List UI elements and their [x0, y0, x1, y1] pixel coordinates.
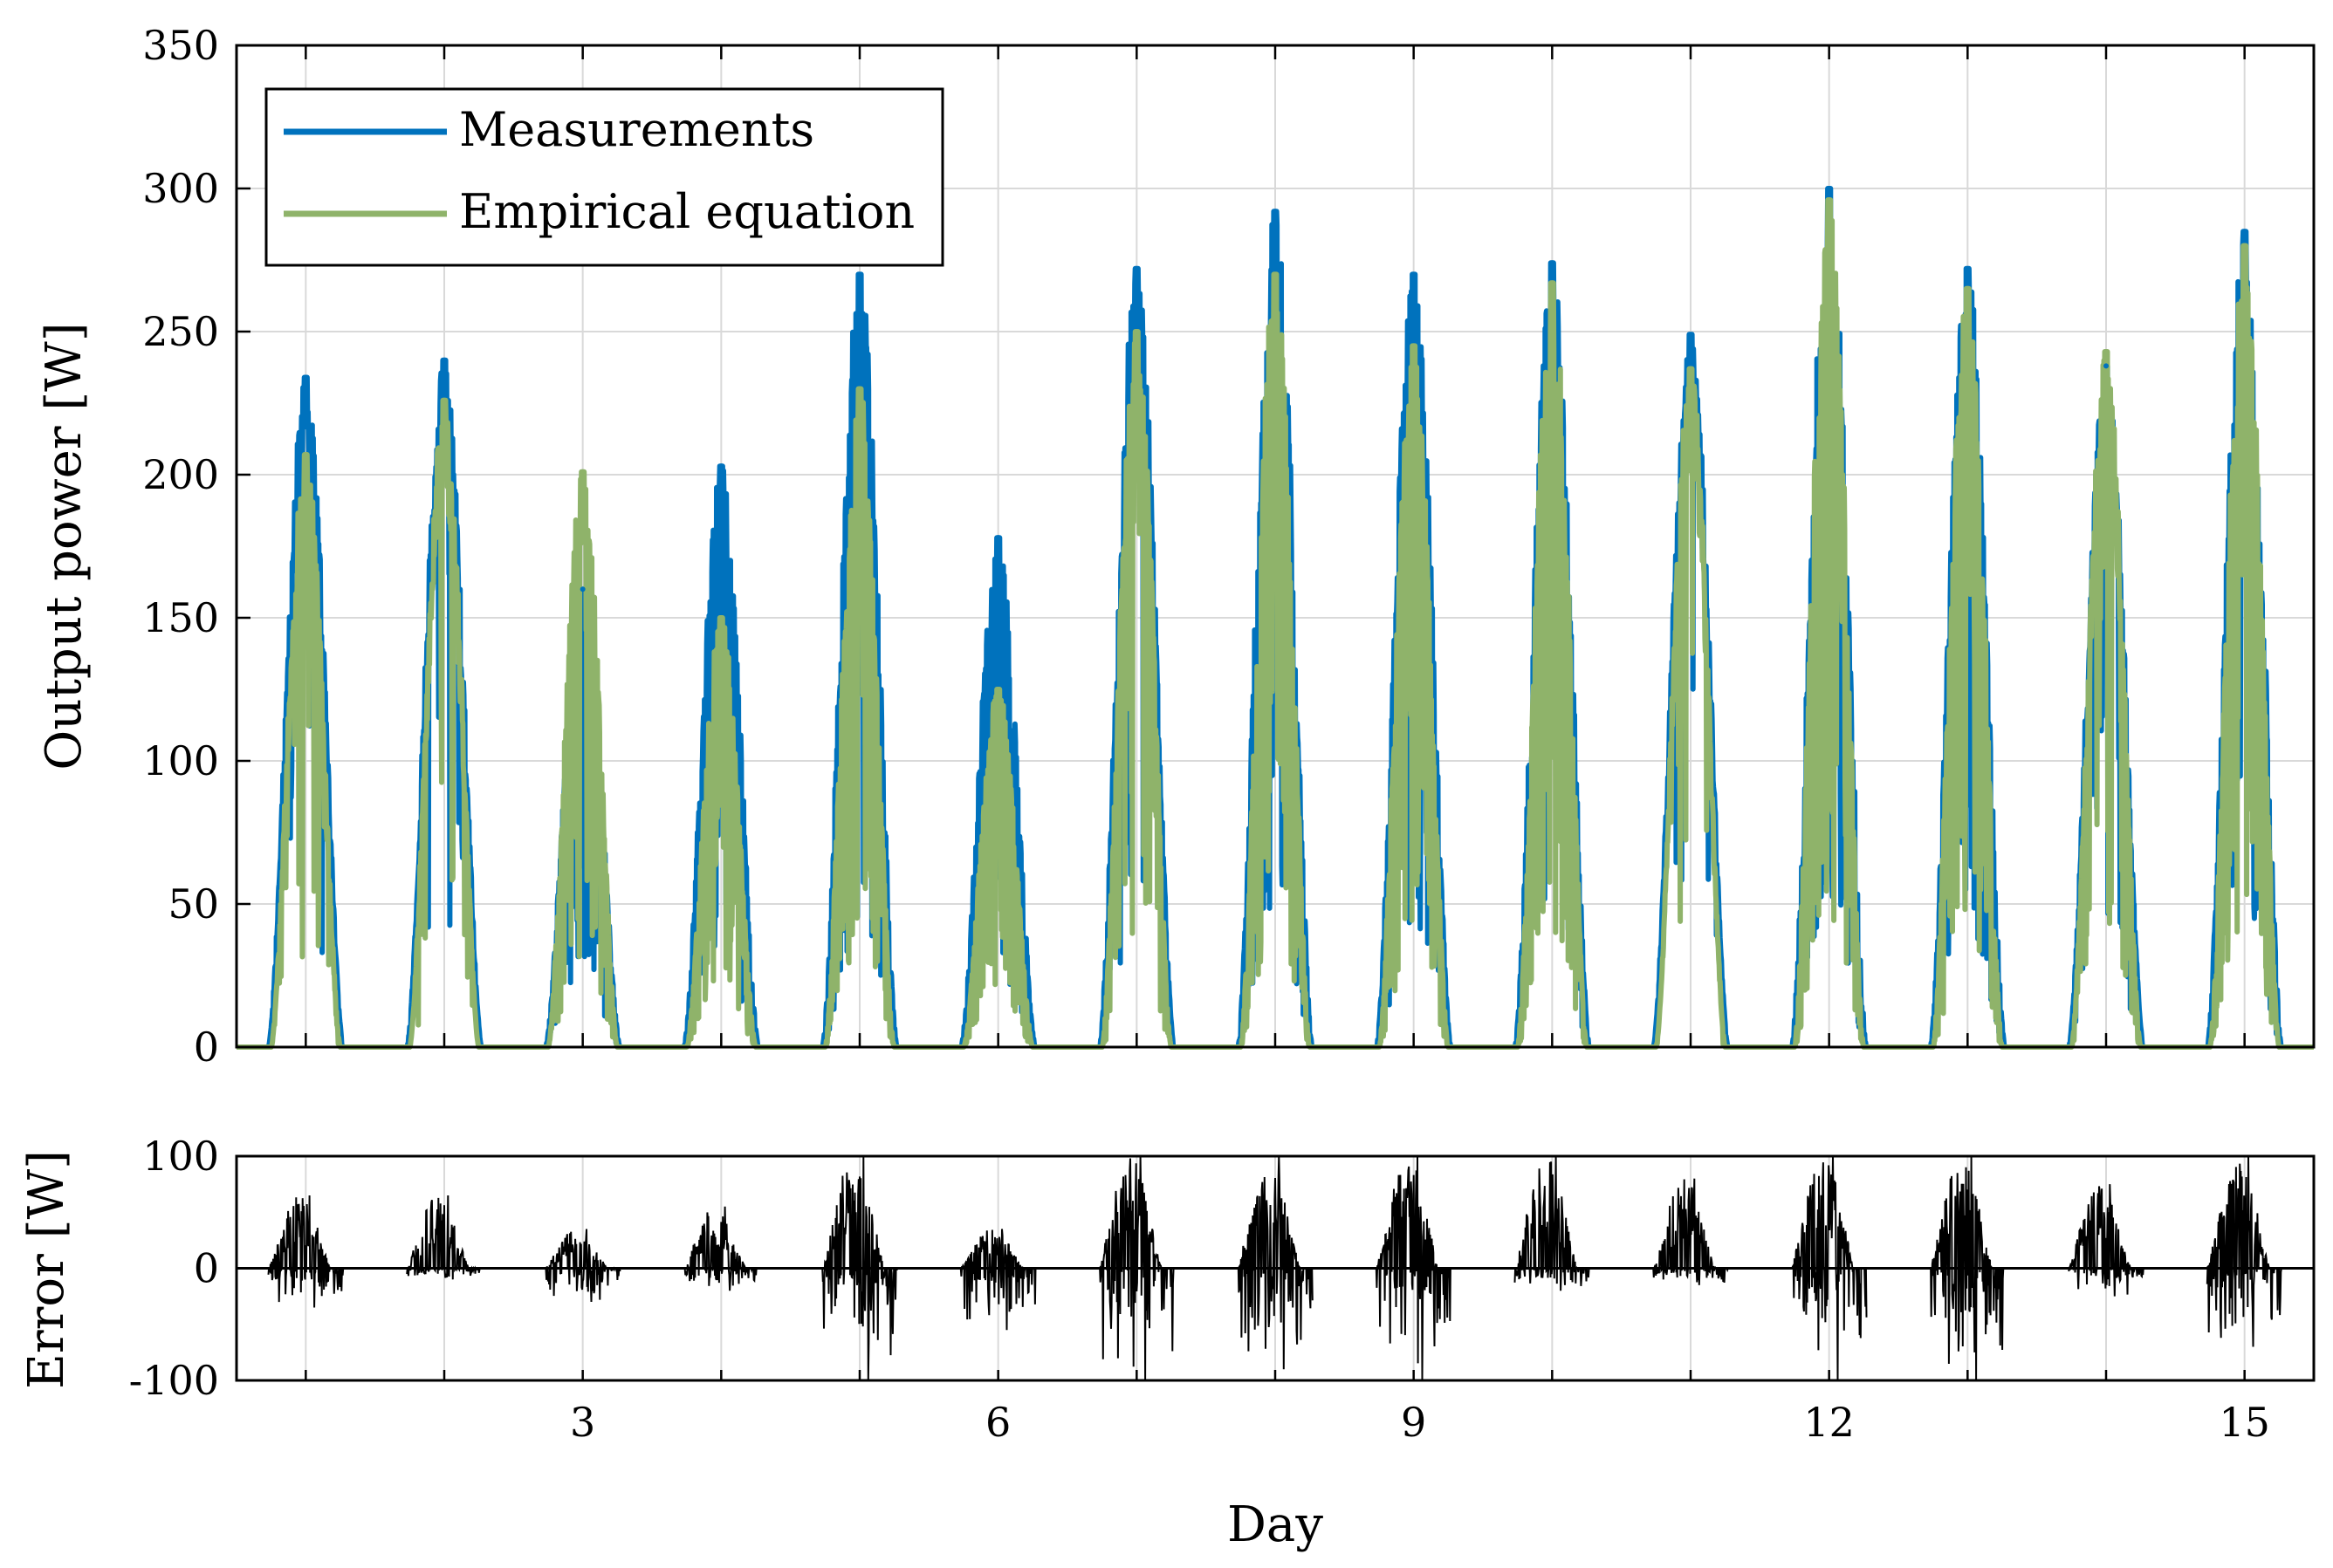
output-power-panel: 0 50 100 150 200 250 300 350 Output power [W] M… — [36, 22, 2316, 1071]
measurements-peak-day-9 — [1410, 271, 1417, 277]
top-y-tick-label-300: 300 — [142, 165, 219, 212]
empirical-peak-day-6 — [995, 687, 1001, 692]
error-trace-day-9 — [1375, 1155, 1451, 1381]
error-trace-day-13 — [1929, 1155, 2006, 1381]
measurements-peak-day-8 — [1273, 209, 1278, 215]
legend-label-measurements: Measurements — [459, 102, 814, 157]
error-trace-day-7 — [1098, 1155, 1175, 1381]
top-y-tick-label-350: 350 — [142, 22, 219, 69]
top-y-tick-label-250: 250 — [142, 308, 219, 355]
error-trace-day-8 — [1237, 1155, 1314, 1370]
x-tick-label-9: 9 — [1401, 1399, 1426, 1446]
error-trace-day-3 — [545, 1229, 621, 1303]
measurements-peak-day-13 — [1965, 265, 1971, 271]
empirical-peak-day-8 — [1273, 271, 1278, 277]
error-trace-day-1 — [267, 1195, 345, 1308]
empirical-peak-day-11 — [1688, 366, 1693, 372]
error-trace-day-15 — [2206, 1155, 2282, 1347]
legend: Measurements Empirical equation — [264, 87, 944, 267]
top-y-tick-label-200: 200 — [142, 451, 219, 498]
bottom-ticks — [237, 1154, 2246, 1382]
empirical-peak-day-3 — [580, 469, 586, 475]
bottom-y-axis-title: Error [W] — [18, 1150, 75, 1389]
error-panel: -100 0 100 3 6 9 12 15 Error [W] Day — [18, 1133, 2316, 1553]
measurements-peak-day-14 — [2103, 363, 2109, 369]
error-trace-day-5 — [821, 1155, 898, 1381]
top-y-tick-labels: 0 50 100 150 200 250 300 350 — [142, 22, 219, 1071]
top-y-tick-label-150: 150 — [142, 594, 219, 641]
measurements-peak-day-10 — [1549, 260, 1555, 266]
error-trace-day-11 — [1652, 1178, 1729, 1285]
empirical-peak-day-15 — [2241, 243, 2247, 249]
x-tick-label-6: 6 — [985, 1399, 1011, 1446]
empirical-peak-day-12 — [1826, 197, 1832, 203]
top-ticks — [237, 44, 2246, 1049]
measurements-peak-day-15 — [2241, 229, 2247, 235]
bottom-y-tick-label--100: -100 — [129, 1357, 219, 1404]
top-y-axis-title: Output power [W] — [36, 322, 93, 770]
empirical-peak-day-1 — [303, 452, 309, 458]
error-trace-day-10 — [1513, 1155, 1590, 1291]
error-trace-day-4 — [683, 1206, 759, 1291]
bottom-series — [237, 1155, 2314, 1381]
measurements-peak-day-2 — [442, 357, 447, 363]
empirical-peak-day-5 — [857, 386, 862, 392]
empirical-peak-day-2 — [442, 397, 447, 403]
error-trace-day-6 — [959, 1229, 1037, 1331]
measurements-peak-day-5 — [857, 271, 862, 277]
bottom-y-tick-label-100: 100 — [142, 1133, 219, 1180]
measurements-peak-day-6 — [995, 535, 1001, 541]
measurements-peak-day-1 — [303, 374, 309, 380]
top-y-tick-label-100: 100 — [142, 737, 219, 784]
empirical-peak-day-7 — [1134, 329, 1140, 334]
error-trace-day-2 — [406, 1195, 482, 1280]
top-series — [237, 186, 2314, 1050]
measurements-peak-day-4 — [718, 463, 724, 469]
x-tick-label-15: 15 — [2219, 1399, 2270, 1446]
x-axis-title: Day — [1227, 1496, 1323, 1553]
top-y-tick-label-0: 0 — [194, 1024, 219, 1071]
empirical-peak-day-13 — [1965, 285, 1971, 291]
measurements-peak-day-3 — [580, 586, 586, 592]
top-y-tick-label-50: 50 — [168, 880, 219, 928]
error-trace-day-12 — [1791, 1155, 1868, 1381]
x-tick-label-12: 12 — [1803, 1399, 1855, 1446]
measurements-peak-day-7 — [1134, 265, 1140, 271]
legend-label-empirical-equation: Empirical equation — [459, 184, 915, 239]
empirical-peak-day-10 — [1549, 280, 1555, 286]
empirical-peak-day-4 — [718, 615, 724, 620]
measurements-peak-day-12 — [1826, 186, 1832, 191]
bottom-x-tick-labels: 3 6 9 12 15 — [570, 1399, 2270, 1446]
empirical-peak-day-14 — [2103, 348, 2109, 354]
legend-box — [264, 87, 944, 267]
bottom-y-tick-labels: -100 0 100 — [129, 1133, 219, 1404]
bottom-y-tick-label-0: 0 — [194, 1245, 219, 1292]
x-tick-label-3: 3 — [570, 1399, 595, 1446]
measurements-peak-day-11 — [1688, 332, 1693, 338]
empirical-peak-day-9 — [1410, 343, 1417, 349]
error-trace-day-14 — [2068, 1184, 2144, 1297]
